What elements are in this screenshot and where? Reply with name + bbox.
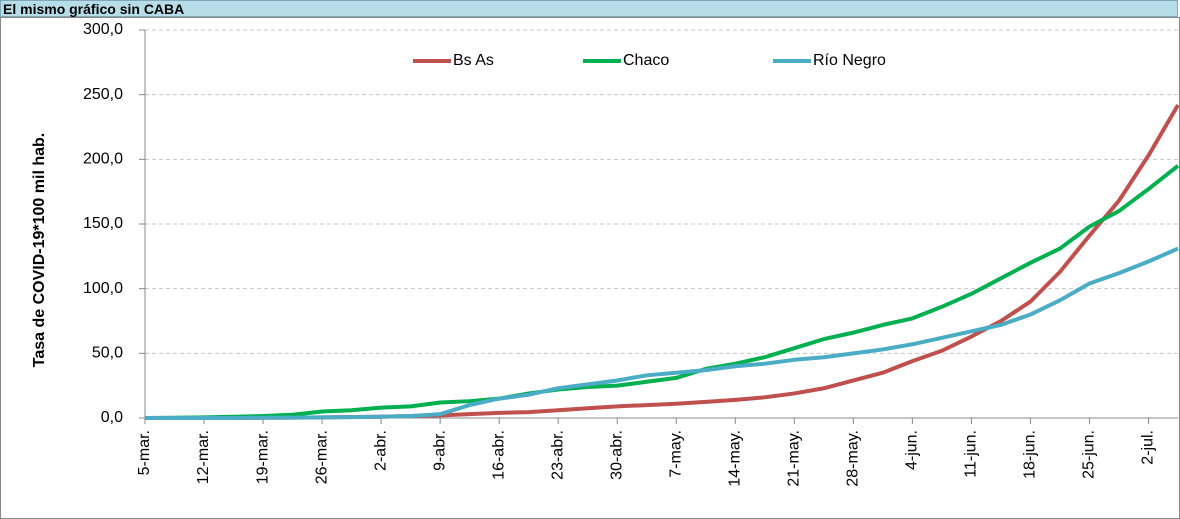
x-tick-label: 26-mar. (313, 430, 330, 484)
header-title: El mismo gráfico sin CABA (0, 0, 1178, 17)
x-tick-label: 14-may. (727, 430, 744, 487)
x-tick-label: 2-abr. (372, 430, 389, 471)
legend-label: Río Negro (813, 52, 886, 69)
series-line (145, 104, 1180, 420)
y-axis-label: Tasa de COVID-19*100 mil hab. (31, 133, 48, 367)
chart-border (0, 17, 1180, 519)
x-tick-label: 23-abr. (549, 430, 566, 480)
x-tick-label: 4-jun. (904, 430, 921, 470)
x-tick-label: 19-mar. (254, 430, 271, 484)
x-tick-label: 5-mar. (136, 430, 153, 475)
x-tick-label: 18-jun. (1022, 430, 1039, 479)
series-line (144, 164, 1180, 420)
x-tick-label: 16-abr. (490, 430, 507, 480)
y-tick-label: 150,0 (83, 215, 123, 232)
series-line (145, 246, 1179, 420)
x-tick-label: 7-may. (667, 430, 684, 478)
y-tick-label: 200,0 (83, 151, 123, 168)
y-tick-label: 250,0 (83, 86, 123, 103)
x-tick-label: 25-jun. (1081, 430, 1098, 479)
legend-label: Bs As (453, 52, 494, 69)
x-tick-label: 9-abr. (431, 430, 448, 471)
y-tick-label: 100,0 (83, 280, 123, 297)
x-tick-label: 2-jul. (1140, 430, 1157, 465)
x-tick-label: 30-abr. (608, 430, 625, 480)
x-tick-label: 12-mar. (195, 430, 212, 484)
y-tick-label: 50,0 (92, 345, 123, 362)
x-tick-label: 21-may. (786, 430, 803, 487)
x-tick-label: 28-may. (845, 430, 862, 487)
legend-label: Chaco (623, 52, 669, 69)
x-tick-label: 11-jun. (963, 430, 980, 478)
y-tick-label: 300,0 (83, 21, 123, 38)
y-tick-label: 0,0 (101, 409, 123, 426)
